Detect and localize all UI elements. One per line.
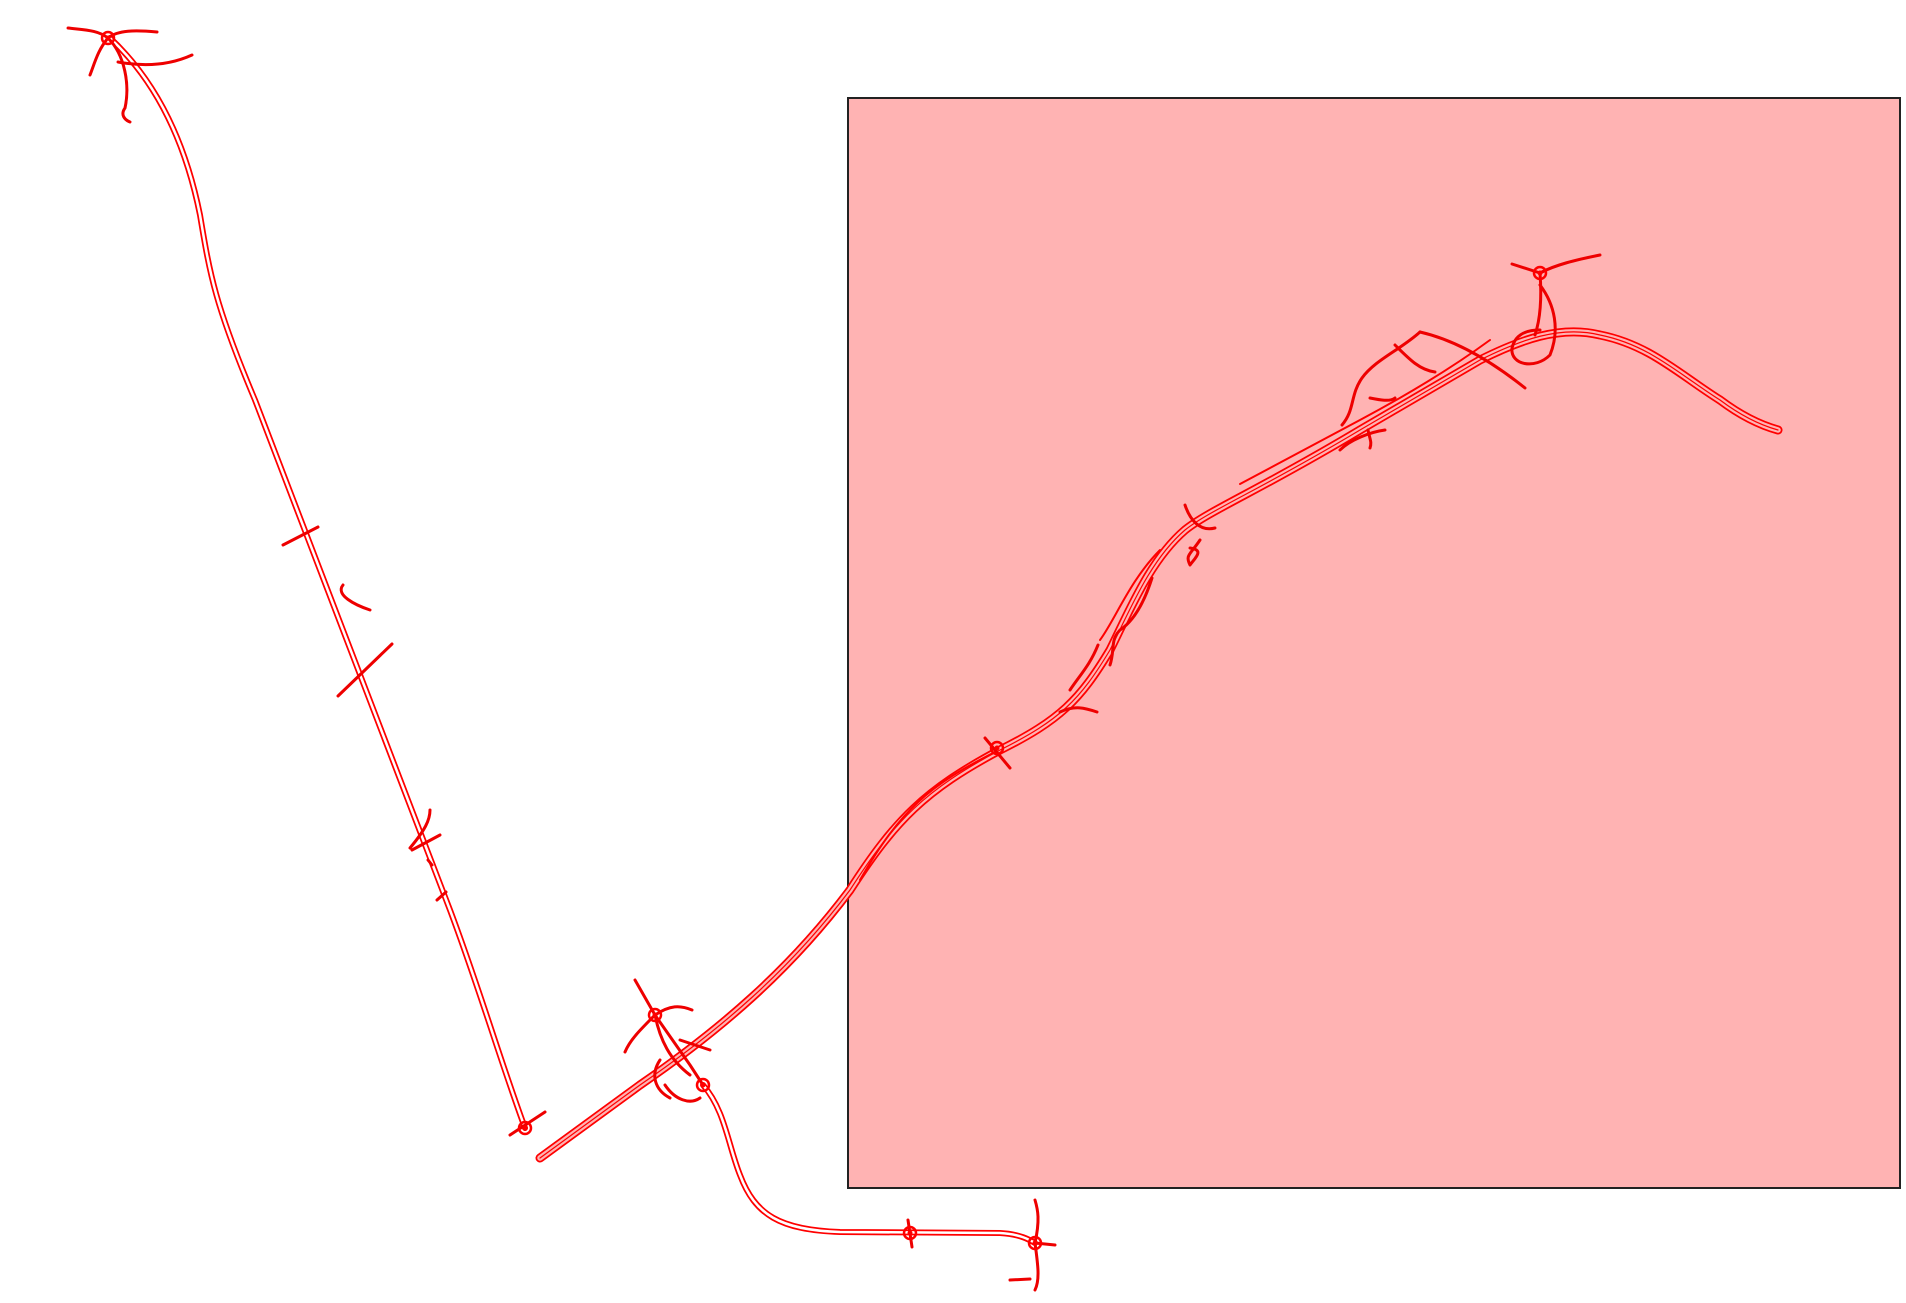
- roundabout-icon[interactable]: [902, 1225, 918, 1241]
- roundabout-icon[interactable]: [517, 1120, 533, 1136]
- nw-crossings: [281, 525, 547, 1137]
- roundabout-icon[interactable]: [1532, 265, 1548, 281]
- road-network: [66, 26, 1783, 1292]
- roundabout-icon[interactable]: [1027, 1235, 1043, 1251]
- main-highway: [535, 327, 1783, 1163]
- roundabout-icon[interactable]: [647, 1007, 663, 1023]
- south-road: [700, 1082, 1038, 1246]
- northwest-road: [107, 35, 528, 1131]
- roundabout-icon[interactable]: [695, 1077, 711, 1093]
- roundabout-icon[interactable]: [989, 740, 1005, 756]
- nw-top-junction: [66, 26, 194, 124]
- roundabout-icon[interactable]: [100, 30, 116, 46]
- selection-rectangle[interactable]: [847, 97, 1901, 1189]
